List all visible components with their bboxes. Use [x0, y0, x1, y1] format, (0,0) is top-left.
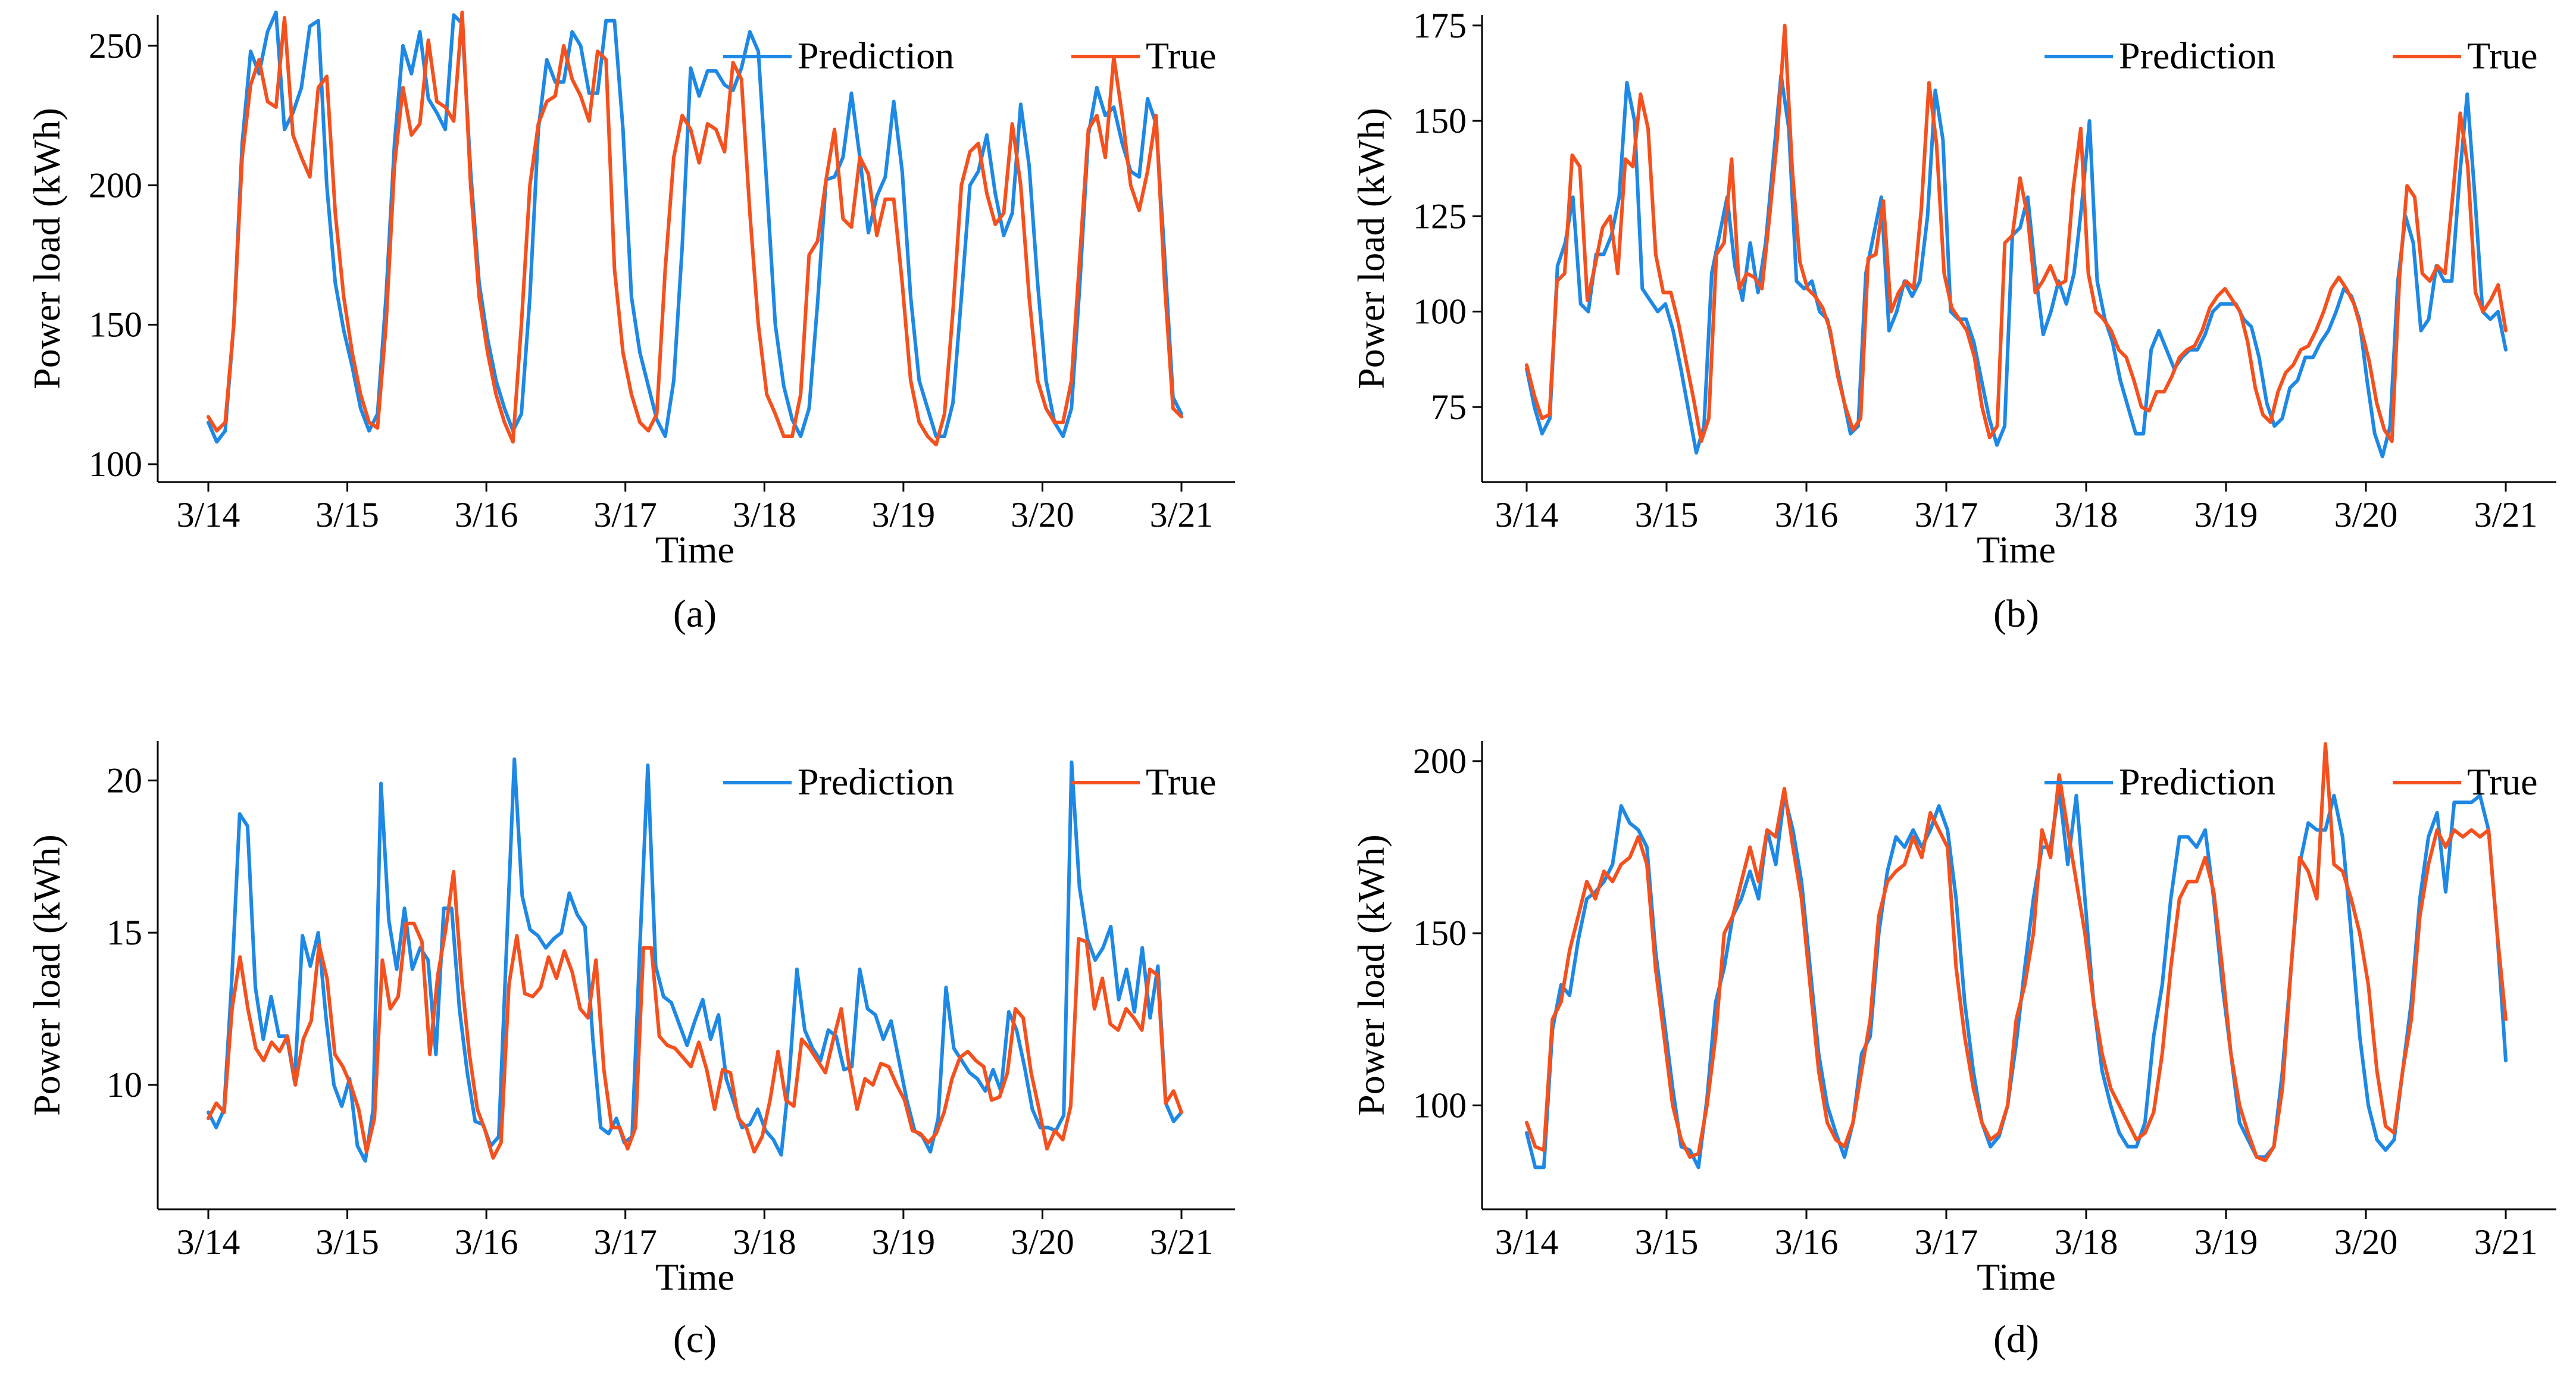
y-tick-label: 250: [89, 26, 142, 65]
x-tick-label: 3/17: [593, 495, 657, 534]
y-tick-label: 150: [1413, 914, 1467, 953]
legend-label-true: True: [1146, 761, 1217, 803]
y-tick-label: 75: [1431, 387, 1467, 427]
chart-panel-d: 100 150 200 3/14 3/15 3/16 3/17 3/18 3/19 3/20 3/2…: [1350, 741, 2556, 1361]
x-tick-label: 3/14: [1495, 495, 1559, 534]
y-axis-label: Power load (kWh): [1350, 834, 1392, 1116]
x-tick-label: 3/18: [2055, 1222, 2118, 1262]
x-tick-label: 3/21: [2474, 495, 2538, 534]
x-tick-label: 3/19: [2194, 495, 2258, 534]
x-tick-label: 3/18: [733, 1222, 796, 1262]
x-tick-label: 3/19: [872, 495, 936, 534]
y-axis-label: Power load (kWh): [26, 108, 68, 389]
x-axis-label: Time: [655, 528, 734, 571]
y-tick-label: 175: [1413, 6, 1467, 45]
series-line-prediction: [1525, 787, 2508, 1169]
x-tick-label: 3/20: [1011, 495, 1074, 534]
y-tick-label: 150: [89, 305, 142, 345]
chart-panel-a: 100 150 200 250 3/14 3/15 3/16 3/17 3/18 3/19 3/20…: [26, 10, 1235, 636]
panel-caption: (d): [1993, 1318, 2039, 1361]
x-tick-label: 3/14: [1495, 1222, 1559, 1262]
y-tick-label: 15: [107, 913, 142, 952]
x-tick-label: 3/15: [1635, 495, 1699, 534]
y-tick-label: 150: [1413, 101, 1467, 140]
legend-label-prediction: Prediction: [798, 35, 954, 77]
x-tick-label: 3/20: [2334, 495, 2398, 534]
x-tick-label: 3/15: [315, 1222, 379, 1262]
x-axis-label: Time: [655, 1256, 734, 1298]
series-line-true: [1525, 23, 2508, 443]
series-line-prediction: [1525, 73, 2508, 459]
panel-caption: (c): [673, 1318, 717, 1361]
x-tick-label: 3/20: [2334, 1222, 2398, 1262]
chart-panel-c: 10 15 20 3/14 3/15 3/16 3/17 3/18 3/19 3/20 3/21 Ti…: [26, 741, 1235, 1361]
x-tick-label: 3/17: [593, 1222, 657, 1262]
x-tick-label: 3/21: [1150, 1222, 1214, 1262]
x-tick-label: 3/21: [1150, 495, 1214, 534]
x-tick-label: 3/16: [1775, 1222, 1839, 1262]
x-tick-label: 3/16: [455, 495, 518, 534]
x-tick-label: 3/14: [177, 495, 240, 534]
y-tick-label: 20: [107, 761, 142, 800]
legend-label-prediction: Prediction: [2119, 761, 2275, 803]
panel-caption: (b): [1993, 592, 2039, 636]
series-line-true: [207, 869, 1183, 1160]
legend-label-prediction: Prediction: [798, 761, 954, 803]
y-tick-label: 100: [1413, 1086, 1467, 1125]
series-line-true: [207, 10, 1183, 447]
x-tick-label: 3/17: [1915, 1222, 1978, 1262]
x-tick-label: 3/16: [455, 1222, 518, 1262]
series-line-true: [1525, 742, 2508, 1162]
x-tick-label: 3/19: [872, 1222, 936, 1262]
x-tick-label: 3/18: [733, 495, 796, 534]
x-axis-label: Time: [1977, 528, 2056, 571]
x-axis-label: Time: [1977, 1256, 2056, 1298]
y-axis-label: Power load (kWh): [26, 834, 68, 1116]
y-tick-label: 100: [1413, 292, 1467, 331]
x-tick-label: 3/15: [315, 495, 379, 534]
legend-label-true: True: [2467, 761, 2538, 803]
x-tick-label: 3/17: [1915, 495, 1978, 534]
series-line-prediction: [207, 757, 1183, 1163]
legend-label-true: True: [1146, 35, 1217, 77]
panel-caption: (a): [673, 592, 717, 636]
y-tick-label: 200: [1413, 742, 1467, 781]
x-tick-label: 3/21: [2474, 1222, 2538, 1262]
x-tick-label: 3/15: [1635, 1222, 1699, 1262]
y-tick-label: 200: [89, 165, 142, 205]
y-tick-label: 125: [1413, 196, 1467, 236]
x-tick-label: 3/16: [1775, 495, 1839, 534]
x-tick-label: 3/20: [1011, 1222, 1074, 1262]
legend-label-true: True: [2467, 35, 2538, 77]
x-tick-label: 3/18: [2055, 495, 2118, 534]
series-line-prediction: [207, 10, 1183, 444]
x-tick-label: 3/19: [2194, 1222, 2258, 1262]
y-tick-label: 10: [107, 1065, 142, 1105]
y-tick-label: 100: [89, 445, 142, 484]
y-axis-label: Power load (kWh): [1350, 108, 1392, 389]
x-tick-label: 3/14: [177, 1222, 240, 1262]
chart-panel-b: 75 100 125 150 175 3/14 3/15 3/16 3/17 3/18 3/19 3/…: [1350, 6, 2556, 636]
legend-label-prediction: Prediction: [2119, 35, 2275, 77]
